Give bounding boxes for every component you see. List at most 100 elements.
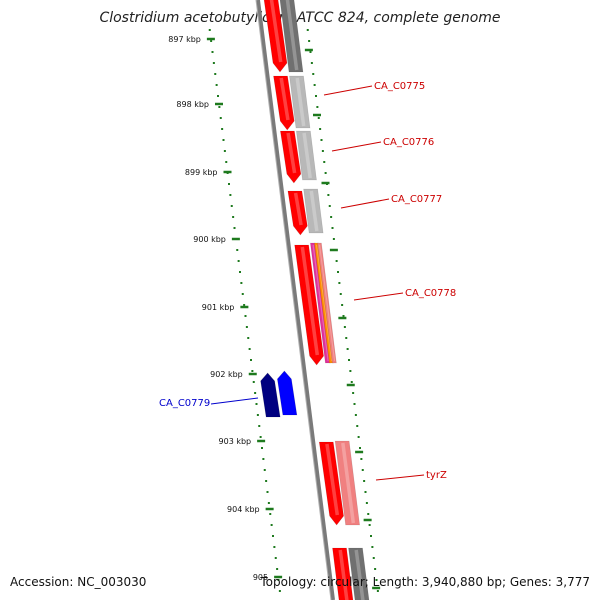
right-tick-track-dot [360, 458, 363, 460]
right-tick-track-dot [349, 370, 352, 372]
right-tick-track-dot [339, 293, 342, 295]
right-tick-track-dot [337, 271, 339, 273]
right-tick-track-dot [343, 326, 346, 328]
right-tick-track-dot [312, 73, 315, 75]
right-tick-track-dot [327, 194, 330, 196]
genome-stats-text: Topology: circular; Length: 3,940,880 bp… [260, 575, 590, 589]
right-tick-track-dot [357, 436, 360, 438]
kbp-label: 897 kbp [168, 35, 201, 44]
left-tick-track-dot [274, 557, 277, 559]
right-tick-track-dot [364, 491, 367, 493]
gene-label-leader [210, 397, 259, 405]
right-tick-track-dot [350, 381, 353, 383]
left-tick-track-dot [239, 271, 241, 273]
left-tick-track-dot [212, 62, 215, 64]
right-tick-track-dot [363, 480, 366, 482]
kbp-label: 898 kbp [176, 100, 209, 109]
gene-ca-c0778-pink-sheen [319, 244, 336, 362]
right-tick-track-dot [353, 403, 356, 405]
right-tick-track-dot [346, 348, 349, 350]
right-tick-track-dot [367, 513, 370, 515]
right-tick-track-dot [371, 546, 374, 548]
left-tick-track-dot [245, 326, 248, 328]
left-tick-track-dot [223, 150, 226, 152]
left-tick-track-dot [266, 491, 269, 493]
genome-backbone [256, 0, 335, 600]
kbp-label: 905 [253, 573, 268, 582]
gene-ca-c0776-cds [280, 130, 302, 184]
left-tick-track-dot [219, 117, 222, 119]
genome-backbone-highlight [255, 0, 332, 600]
left-tick-track-dot [244, 315, 247, 317]
gene-block-bottom-red-sheen [338, 549, 349, 600]
gene-block-cds-red-sheen [269, 0, 283, 63]
gene-ca-c0775-cds-sheen [279, 77, 290, 121]
kbp-label: 903 kbp [219, 437, 252, 446]
gene-ca-c0778-orange-sheen [316, 244, 333, 362]
left-tick-track-dot [248, 348, 251, 350]
gene-block-cds-red [263, 0, 288, 73]
gene-block-cds-gray [279, 0, 304, 73]
right-tick-track-dot [331, 227, 334, 229]
left-tick-track-dot [240, 282, 243, 284]
right-tick-track-dot [321, 150, 324, 152]
left-tick-track-dot [237, 260, 240, 262]
right-tick-track-dot [316, 106, 319, 108]
left-tick-track-dot [251, 370, 254, 372]
right-tick-track-dot [319, 128, 322, 130]
left-tick-track-dot [222, 139, 225, 141]
left-tick-track-dot [261, 447, 263, 449]
right-tick-track-dot [306, 29, 309, 31]
kbp-label: 901 kbp [202, 303, 235, 312]
gene-ca-c0777-cds-sheen [293, 192, 303, 226]
left-tick-track-dot [208, 29, 211, 31]
right-tick-track-dot [374, 568, 377, 570]
gene-label: tyrZ [426, 470, 447, 481]
gene-label-leader [353, 292, 404, 301]
left-tick-track-dot [255, 403, 258, 405]
right-tick-track-dot [348, 359, 350, 361]
gene-ca-c0776-cds-sheen [286, 132, 297, 174]
gene-tyrz-cds-sheen [325, 443, 340, 516]
kbp-label: 904 kbp [227, 505, 260, 514]
right-tick-track-dot [324, 172, 327, 174]
right-tick-track-dot [317, 117, 320, 119]
gene-label: CA_C0776 [383, 137, 434, 148]
left-tick-track-dot [258, 425, 261, 427]
left-tick-track-dot [217, 95, 219, 97]
gene-tyrz-cds [318, 441, 344, 526]
right-tick-track-dot [309, 51, 312, 53]
right-tick-track-dot [372, 557, 375, 559]
left-tick-track-dot [241, 293, 244, 295]
gene-ca-c0777-gene-sheen [309, 190, 319, 232]
gene-ca-c0775-gene-sheen [295, 77, 306, 127]
left-tick-track-dot [252, 381, 255, 383]
right-tick-track-dot [332, 238, 335, 240]
left-tick-track-dot [218, 106, 221, 108]
left-tick-track-dot [273, 546, 276, 548]
right-tick-track-dot [359, 447, 361, 449]
gene-label-leader [340, 198, 390, 209]
right-tick-track-dot [376, 590, 379, 592]
gene-block-bottom-red [332, 547, 354, 600]
gene-label-leader [323, 85, 373, 96]
gene-tyrz-gene [334, 440, 360, 526]
gene-ca-c0778-pink [317, 242, 337, 364]
right-tick-track-dot [375, 579, 378, 581]
left-tick-track-dot [230, 205, 233, 207]
right-tick-track-dot [308, 40, 311, 42]
kbp-label: 900 kbp [193, 235, 226, 244]
kbp-label: 899 kbp [185, 168, 218, 177]
right-tick-track-dot [356, 425, 359, 427]
left-tick-track-dot [276, 568, 279, 570]
left-tick-track-dot [236, 249, 239, 251]
left-tick-track-dot [232, 216, 235, 218]
gene-label-leader [331, 141, 382, 152]
left-tick-track-dot [247, 337, 250, 339]
right-tick-track-dot [320, 139, 323, 141]
right-tick-track-dot [342, 315, 345, 317]
right-tick-track-dot [345, 337, 348, 339]
left-tick-track-dot [221, 128, 224, 130]
left-tick-track-dot [228, 183, 230, 185]
